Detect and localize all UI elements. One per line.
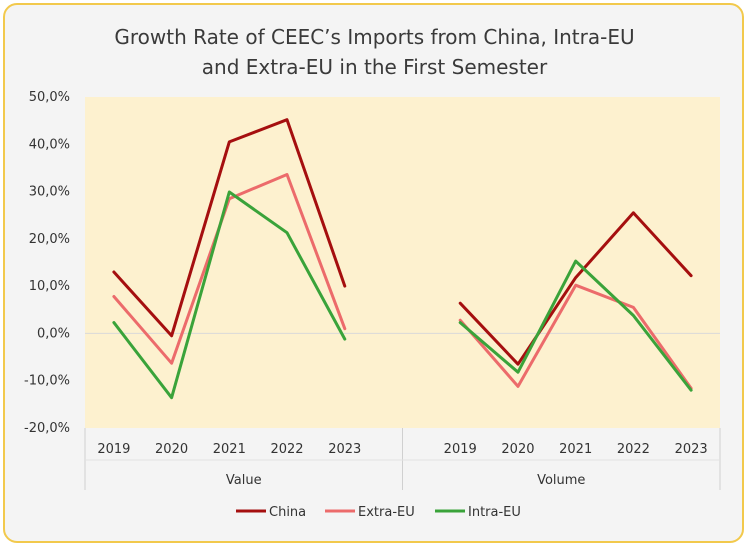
series-line-intra-eu [112, 190, 347, 400]
y-tick-label: 0,0% [37, 326, 70, 341]
y-tick-label: 30,0% [29, 185, 70, 200]
x-tick-label: 2021 [559, 442, 592, 457]
x-tick-label: 2023 [328, 442, 361, 457]
chart-title-line-2: and Extra-EU in the First Semester [201, 55, 548, 79]
y-tick-label: -10,0% [24, 374, 70, 389]
legend-label: Extra-EU [358, 505, 415, 520]
x-tick-label: 2022 [270, 442, 303, 457]
x-tick-label: 2019 [97, 442, 130, 457]
x-tick-label: 2020 [501, 442, 534, 457]
chart-title-line-1: Growth Rate of CEEC’s Imports from China… [114, 25, 635, 49]
y-tick-label: 10,0% [29, 279, 70, 294]
x-tick-label: 2019 [444, 442, 477, 457]
legend-label: China [269, 505, 306, 520]
y-tick-label: 50,0% [29, 90, 70, 105]
x-group-label: Volume [537, 473, 585, 488]
chart-title: Growth Rate of CEEC’s Imports from China… [0, 22, 749, 82]
x-tick-label: 2021 [213, 442, 246, 457]
series-line-china [458, 211, 693, 366]
x-group-label: Value [226, 473, 262, 488]
x-tick-label: 2020 [155, 442, 188, 457]
series-line-extra-eu [458, 283, 693, 390]
y-tick-label: 40,0% [29, 137, 70, 152]
x-tick-label: 2022 [617, 442, 650, 457]
plot-area [85, 97, 720, 428]
x-tick-label: 2023 [675, 442, 708, 457]
y-tick-label: 20,0% [29, 232, 70, 247]
series-line-intra-eu [458, 259, 693, 392]
legend-label: Intra-EU [468, 505, 521, 520]
y-tick-label: -20,0% [24, 421, 70, 436]
series-line-china [112, 118, 347, 338]
series-line-extra-eu [112, 173, 347, 365]
